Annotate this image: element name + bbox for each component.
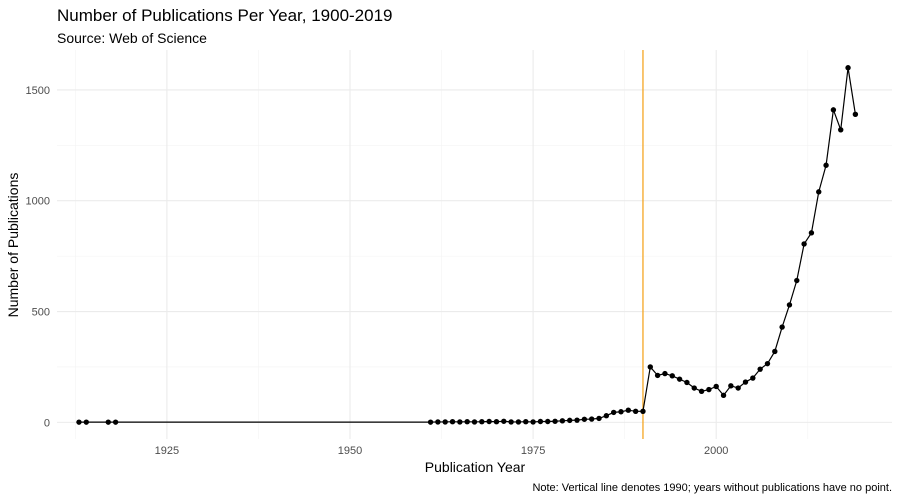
data-point — [764, 360, 771, 367]
data-point — [698, 388, 705, 395]
data-point — [801, 241, 807, 247]
data-point — [852, 111, 859, 117]
data-point — [574, 417, 580, 423]
x-tick-label: 2000 — [704, 445, 728, 457]
data-point — [691, 385, 697, 391]
data-point — [479, 419, 485, 425]
grid-layer — [57, 50, 892, 439]
x-tick-labels: 1925 1950 1975 2000 — [155, 445, 729, 457]
data-point — [471, 419, 478, 425]
data-point — [830, 107, 837, 113]
data-point — [808, 230, 815, 236]
data-point — [545, 418, 551, 425]
data-point — [435, 419, 441, 425]
data-point — [823, 162, 829, 168]
y-tick-label: 1500 — [26, 85, 50, 97]
data-point — [786, 302, 793, 308]
data-point — [779, 324, 785, 330]
data-point — [838, 127, 844, 133]
y-tick-label: 0 — [44, 417, 50, 429]
data-point — [508, 419, 514, 425]
data-point — [669, 373, 675, 379]
x-tick-label: 1975 — [521, 445, 545, 457]
data-point — [567, 417, 573, 424]
y-tick-label: 1000 — [26, 196, 50, 208]
data-point — [83, 419, 90, 425]
data-point — [662, 370, 668, 377]
data-point — [464, 419, 470, 425]
data-point — [618, 409, 624, 415]
data-point — [625, 407, 632, 413]
chart-subtitle: Source: Web of Science — [57, 30, 207, 46]
x-axis-label: Publication Year — [425, 459, 526, 475]
data-point — [845, 65, 851, 71]
data-point — [750, 375, 756, 381]
data-point — [486, 418, 492, 425]
data-point — [713, 383, 719, 390]
data-point — [523, 419, 529, 425]
data-point — [596, 415, 602, 422]
data-point — [735, 385, 741, 391]
data-point — [728, 383, 734, 389]
data-point — [442, 419, 448, 425]
data-point — [515, 419, 522, 425]
data-point — [457, 419, 463, 425]
data-point — [559, 418, 566, 424]
y-axis-label: Number of Publications — [5, 173, 21, 318]
data-point — [816, 189, 822, 195]
data-point — [537, 418, 544, 425]
data-point — [530, 419, 536, 425]
chart-caption: Note: Vertical line denotes 1990; years … — [532, 482, 892, 494]
data-points-layer — [76, 65, 859, 425]
chart-title: Number of Publications Per Year, 1900-20… — [57, 6, 393, 25]
x-tick-label: 1950 — [338, 445, 362, 457]
y-tick-labels: 0 500 1000 1500 — [26, 85, 50, 429]
data-point — [610, 409, 617, 416]
data-point — [794, 277, 800, 284]
series-line-layer — [78, 67, 856, 423]
data-point — [449, 419, 456, 425]
data-point — [640, 408, 646, 414]
data-point — [105, 419, 111, 425]
data-point — [757, 366, 763, 372]
y-tick-label: 500 — [32, 307, 50, 319]
data-point — [76, 419, 82, 425]
data-point — [720, 392, 727, 399]
data-point — [706, 386, 712, 393]
data-point — [647, 364, 653, 370]
data-point — [493, 419, 500, 425]
data-point — [427, 419, 434, 425]
data-point — [684, 379, 690, 386]
series-line — [78, 67, 856, 423]
data-point — [742, 379, 749, 385]
data-point — [603, 413, 610, 419]
data-point — [552, 418, 558, 424]
data-point — [588, 416, 595, 422]
data-point — [772, 348, 778, 355]
x-tick-label: 1925 — [155, 445, 179, 457]
data-point — [676, 376, 683, 382]
data-point — [501, 418, 507, 424]
data-point — [632, 408, 639, 414]
data-point — [581, 416, 588, 422]
data-point — [112, 419, 119, 425]
data-point — [654, 372, 661, 379]
